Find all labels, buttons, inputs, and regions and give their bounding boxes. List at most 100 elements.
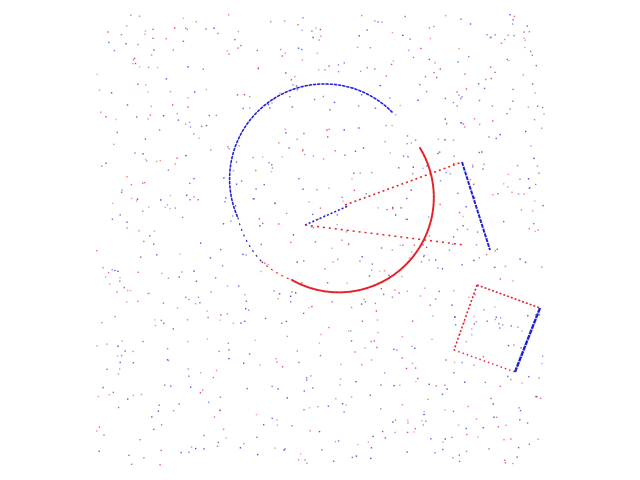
noise-dot [446, 122, 448, 125]
noise-dot [428, 27, 431, 29]
noise-dot [509, 14, 511, 16]
noise-dot [510, 378, 512, 381]
noise-dot [519, 178, 521, 180]
noise-dot [328, 65, 330, 67]
noise-dot [510, 325, 512, 327]
noise-dot [490, 397, 492, 400]
noise-dot [207, 401, 210, 403]
noise-dot [502, 324, 504, 326]
noise-dot [341, 239, 343, 241]
noise-dot [536, 396, 538, 398]
noise-dot [345, 404, 347, 406]
noise-dot [468, 296, 470, 298]
noise-dot [271, 385, 273, 388]
noise-dot [537, 229, 539, 231]
noise-dot [296, 350, 298, 352]
noise-dot [274, 447, 276, 449]
noise-dot [506, 113, 508, 115]
noise-dot [324, 214, 326, 217]
noise-dot [271, 167, 274, 169]
noise-dot [108, 41, 110, 44]
noise-dot [493, 266, 496, 269]
noise-dot [432, 315, 434, 317]
noise-dot [442, 448, 444, 451]
noise-dot [98, 450, 100, 452]
noise-dot [370, 340, 372, 343]
noise-dot [161, 272, 163, 275]
noise-dot [465, 341, 467, 343]
noise-dot [319, 207, 322, 209]
noise-dot [465, 450, 468, 453]
noise-dot [242, 107, 244, 110]
noise-dot [148, 206, 150, 208]
noise-dot [205, 28, 207, 30]
noise-dot [525, 130, 527, 133]
noise-dot [417, 99, 419, 101]
noise-dot [425, 246, 428, 248]
noise-dot [114, 315, 116, 318]
noise-dot [334, 150, 336, 152]
noise-dot [185, 27, 187, 29]
noise-dot [237, 47, 239, 49]
noise-dot [316, 189, 318, 191]
noise-dot [428, 58, 431, 61]
noise-dot [117, 270, 119, 272]
noise-dot [521, 382, 523, 384]
noise-dot [494, 34, 496, 36]
noise-dot [406, 218, 409, 221]
noise-dot [452, 139, 455, 141]
noise-dot [187, 368, 189, 370]
noise-dot [489, 66, 492, 68]
noise-dot [393, 384, 395, 387]
noise-dot [457, 61, 459, 63]
noise-dot [234, 205, 237, 207]
noise-dot [126, 176, 128, 178]
noise-dot [189, 199, 191, 201]
noise-dot [214, 277, 217, 279]
noise-dot [158, 129, 161, 131]
noise-dot [119, 280, 121, 282]
noise-dot [384, 437, 387, 439]
noise-dot [157, 410, 160, 412]
noise-dot [413, 431, 415, 433]
noise-dot [519, 258, 521, 260]
noise-dot [461, 122, 463, 124]
noise-dot [439, 68, 441, 70]
noise-dot [142, 153, 144, 155]
noise-dot [105, 116, 107, 118]
noise-dot [167, 169, 170, 171]
noise-dot [340, 363, 342, 366]
noise-dot [111, 218, 114, 220]
noise-dot [216, 445, 219, 447]
noise-dot [348, 330, 350, 332]
noise-dot [383, 270, 386, 272]
noise-dot [428, 259, 430, 261]
noise-dot [422, 167, 424, 170]
noise-dot [176, 112, 178, 115]
noise-dot [457, 192, 459, 194]
noise-dot [499, 133, 501, 136]
noise-dot [369, 47, 372, 49]
noise-dot [236, 94, 239, 96]
noise-dot [270, 171, 273, 173]
noise-dot [406, 290, 409, 292]
noise-dot [163, 322, 165, 325]
noise-dot [494, 250, 496, 252]
noise-dot [130, 14, 132, 17]
noise-dot [290, 79, 293, 81]
noise-dot [228, 148, 230, 150]
noise-dot [535, 183, 537, 186]
noise-dot [328, 187, 330, 189]
noise-dot [132, 59, 135, 61]
noise-dot [277, 298, 279, 300]
noise-dot [288, 147, 290, 149]
noise-dot [422, 424, 424, 426]
noise-dot [428, 235, 431, 237]
noise-dot [408, 49, 410, 52]
noise-dot [412, 56, 415, 59]
noise-dot [300, 453, 302, 455]
noise-dot [513, 34, 515, 37]
noise-dot [166, 348, 169, 350]
noise-dot [410, 142, 413, 144]
noise-dot [523, 193, 525, 195]
